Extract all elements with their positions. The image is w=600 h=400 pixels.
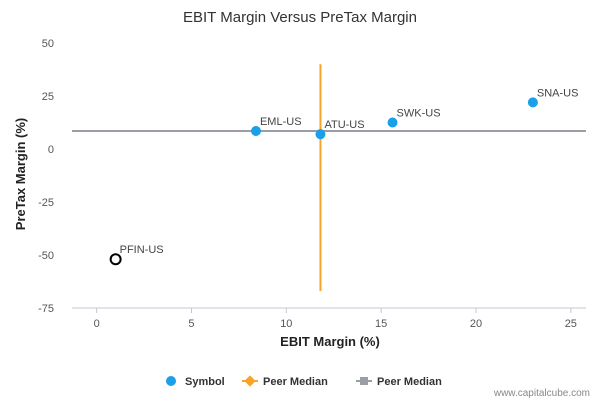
data-point	[250, 125, 261, 136]
y-tick-label: 25	[42, 91, 54, 103]
data-point	[315, 129, 326, 140]
legend-label: Symbol	[185, 376, 225, 388]
data-point	[387, 117, 398, 128]
y-tick-label: 0	[48, 144, 54, 156]
x-axis-ticks: 0 5 10 15 20 25	[94, 308, 577, 330]
y-tick-label: -75	[38, 303, 54, 315]
data-point-label: PFIN-US	[120, 244, 164, 256]
data-point	[527, 97, 538, 108]
legend-item[interactable]: Peer Median	[242, 375, 328, 388]
legend-label: Peer Median	[263, 376, 328, 388]
x-tick-label: 15	[375, 318, 387, 330]
legend-item[interactable]: Symbol	[166, 376, 225, 388]
y-tick-label: -50	[38, 250, 54, 262]
x-tick-label: 5	[188, 318, 194, 330]
legend-symbol-marker	[166, 376, 176, 386]
x-axis-title: EBIT Margin (%)	[280, 334, 380, 349]
legend-hline-square	[360, 377, 368, 385]
legend: Symbol Peer Median Peer Median	[166, 375, 442, 388]
data-point-label: SWK-US	[397, 108, 441, 120]
credit-text: www.capitalcube.com	[493, 388, 590, 399]
data-point-label: EML-US	[260, 116, 302, 128]
x-tick-label: 0	[94, 318, 100, 330]
chart-title: EBIT Margin Versus PreTax Margin	[183, 9, 417, 26]
data-points: EML-US ATU-US SWK-US SNA-US PFIN-US	[109, 87, 579, 266]
y-tick-label: 50	[42, 38, 54, 50]
legend-label: Peer Median	[377, 376, 442, 388]
x-tick-label: 10	[280, 318, 292, 330]
data-point-label: SNA-US	[537, 87, 579, 99]
x-tick-label: 25	[565, 318, 577, 330]
legend-item[interactable]: Peer Median	[356, 376, 442, 388]
x-tick-label: 20	[470, 318, 482, 330]
data-point-label: ATU-US	[324, 119, 364, 131]
y-axis-title: PreTax Margin (%)	[13, 118, 28, 230]
y-axis-ticks: 50 25 0 -25 -50 -75	[38, 38, 54, 315]
data-point	[109, 253, 122, 266]
legend-vline-diamond	[244, 375, 256, 387]
y-tick-label: -25	[38, 197, 54, 209]
